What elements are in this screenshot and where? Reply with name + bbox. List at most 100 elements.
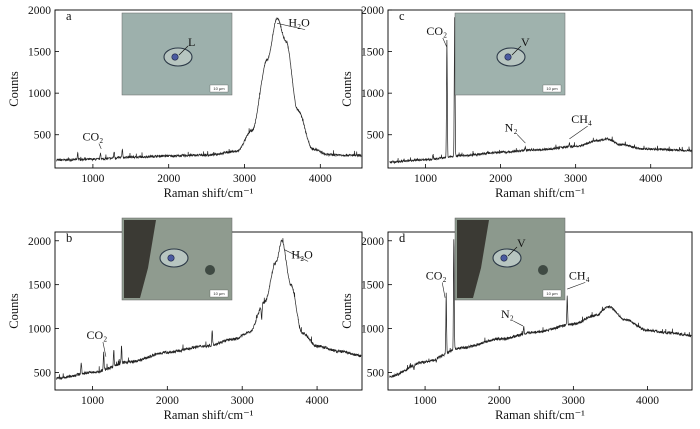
annotation-leader [513,320,524,327]
x-tick-label: 1000 [81,395,104,407]
y-tick-label: 500 [34,130,52,142]
x-tick-label: 2000 [156,395,179,407]
peak-annotation: CO₂ [87,328,108,342]
x-axis-label: Raman shift/cm⁻¹ [495,186,585,200]
inclusion-photo: V 10 μm [454,217,566,301]
x-axis-label: Raman shift/cm⁻¹ [495,408,585,422]
scale-bar-box [209,289,229,298]
vapour-bubble [167,254,175,262]
y-tick-label: 500 [367,130,385,142]
annotation-leader [277,23,306,30]
y-tick-label: 2000 [28,236,51,248]
scale-bar-box [209,84,229,93]
peak-annotation: CO₂ [426,24,447,38]
peak-annotation: N₂ [505,120,518,134]
x-tick-label: 3000 [562,395,585,407]
spectrum-line [389,17,692,165]
x-tick-label: 4000 [636,395,659,407]
inclusion-phase-label: V [517,236,526,250]
annotation-leader [567,282,586,290]
inclusion-photo: V 10 μm [454,12,566,96]
y-tick-label: 2000 [28,5,51,17]
inclusion-pointer [511,45,522,56]
dark-mineral-region [457,220,489,298]
x-tick-label: 1000 [81,173,104,185]
x-tick-label: 1000 [414,173,437,185]
peak-annotation: H₂O [288,16,310,30]
peak-annotation: N₂ [501,307,514,321]
y-tick-label: 1000 [361,324,384,336]
x-tick-label: 3000 [231,395,254,407]
y-tick-label: 1500 [361,47,384,59]
plot-frame [54,9,363,169]
annotation-leader [516,134,526,144]
annotation-leader [442,37,448,48]
annotation-leader [98,143,102,149]
scale-bar-box [542,289,562,298]
vapour-bubble [171,53,179,61]
y-tick-label: 1000 [28,324,51,336]
peak-annotation: CO₂ [82,130,103,144]
dark-spot [205,265,215,275]
inclusion-phase-label: L [188,35,195,49]
vapour-bubble [504,53,512,61]
y-tick-label: 1000 [28,88,51,100]
y-tick-label: 1000 [361,88,384,100]
scale-bar-label: 10 μm [546,86,558,91]
inclusion-pointer [507,246,518,257]
annotation-leader [283,249,309,262]
y-axis-label: Counts [7,71,21,107]
y-axis-label: Counts [340,71,354,107]
spectrum-line [56,238,362,380]
scale-bar-label: 10 μm [213,291,225,296]
x-tick-label: 3000 [564,173,587,185]
inclusion-pointer [178,45,189,56]
vapour-bubble [500,254,508,262]
x-tick-label: 4000 [306,395,329,407]
annotation-leader [441,282,446,298]
y-tick-label: 500 [34,367,52,379]
dark-mineral-region [124,220,156,298]
inclusion-phase-label: V [521,35,530,49]
y-axis-label: Counts [7,293,21,329]
x-axis-label: Raman shift/cm⁻¹ [164,186,254,200]
x-tick-label: 4000 [309,173,332,185]
peak-annotation: CH₄ [571,112,592,126]
x-tick-label: 2000 [488,395,511,407]
annotation-leader [102,342,107,357]
y-tick-label: 2000 [361,5,384,17]
annotation-leader [569,125,588,140]
dark-spot [538,265,548,275]
y-tick-label: 2000 [361,236,384,248]
y-tick-label: 500 [367,367,385,379]
y-axis-label: Counts [340,293,354,329]
scale-bar-label: 10 μm [546,291,558,296]
x-tick-label: 2000 [489,173,512,185]
x-axis-label: Raman shift/cm⁻¹ [164,408,254,422]
spectrum-line [389,239,692,378]
scale-bar-label: 10 μm [213,86,225,91]
peak-annotation: CH₄ [569,268,590,282]
y-tick-label: 1500 [361,280,384,292]
x-tick-label: 2000 [157,173,180,185]
peak-annotation: H₂O [291,247,313,261]
x-tick-label: 1000 [414,395,437,407]
plot-frame [387,9,693,169]
peak-annotation: CO₂ [426,268,447,282]
scale-bar-box [542,84,562,93]
spectrum-line [56,17,362,163]
x-tick-label: 3000 [233,173,256,185]
inclusion-photo: L 10 μm [121,12,233,96]
y-tick-label: 1500 [28,47,51,59]
inclusion-photo: 10 μm [121,217,233,301]
x-tick-label: 4000 [639,173,662,185]
panel-letter: c [399,9,405,23]
panel-letter: a [66,9,72,23]
panel-letter: b [66,231,72,245]
